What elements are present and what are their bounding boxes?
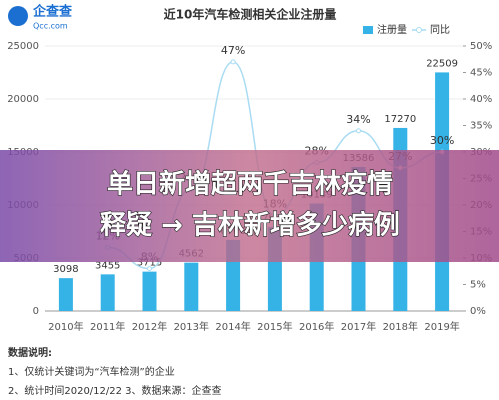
note: 1、仅统计关键词为“汽车检测”的企业	[8, 365, 175, 378]
bar-label: 17270	[384, 114, 416, 125]
banner	[0, 150, 499, 262]
chart-title: 近10年汽车检测相关企业注册量	[164, 7, 337, 22]
line-point	[147, 266, 152, 272]
x-tick-label: 2010年	[48, 320, 83, 333]
bar-label: 3098	[53, 264, 78, 275]
legend-label: 同比	[430, 24, 450, 36]
y2-tick-label: 40%	[470, 94, 492, 105]
y2-tick-label: 50%	[470, 41, 492, 52]
bar	[100, 274, 115, 311]
line-label: 30%	[430, 134, 454, 147]
line-label: 47%	[221, 44, 245, 57]
x-tick-label: 2011年	[90, 320, 125, 333]
y-tick-label: 25000	[7, 41, 39, 52]
logo-sub: Qcc.com	[33, 22, 68, 31]
x-tick-label: 2015年	[257, 320, 292, 333]
logo: 企查查	[32, 4, 73, 20]
banner-line: 单日新增超两千吉林疫情	[107, 169, 393, 200]
x-tick-label: 2018年	[383, 320, 418, 333]
bar	[142, 271, 157, 311]
x-tick-label: 2014年	[215, 320, 250, 333]
y2-tick-label: 45%	[470, 68, 492, 79]
bar-label: 3715	[137, 258, 162, 269]
x-tick-label: 2012年	[132, 320, 167, 333]
bar	[184, 262, 199, 311]
line-point	[230, 59, 236, 65]
line-label: 34%	[346, 113, 370, 126]
bar-label: 3455	[95, 260, 120, 271]
x-tick-label: 2016年	[299, 320, 334, 333]
bar-label: 22509	[426, 58, 458, 69]
legend-swatch	[363, 26, 373, 34]
y-tick-label: 20000	[7, 94, 39, 105]
note: 2、统计时间2020/12/22 3、数据来源：企查查	[8, 384, 222, 397]
legend-label: 注册量	[377, 23, 407, 36]
y2-tick-label: 5%	[470, 280, 486, 291]
banner-line: 释疑 → 吉林新增多少病例	[100, 210, 400, 241]
y2-tick-label: 35%	[470, 121, 492, 132]
line-point	[356, 128, 361, 134]
logo-icon	[8, 6, 28, 26]
x-tick-label: 2013年	[174, 320, 209, 333]
x-tick-label: 2019年	[424, 320, 459, 333]
x-tick-label: 2017年	[341, 320, 376, 333]
y2-tick-label: 0%	[470, 306, 486, 317]
note: 数据说明:	[8, 346, 52, 359]
bar	[58, 278, 73, 311]
legend-swatch	[416, 27, 422, 33]
y-tick-label: 0	[33, 306, 39, 317]
